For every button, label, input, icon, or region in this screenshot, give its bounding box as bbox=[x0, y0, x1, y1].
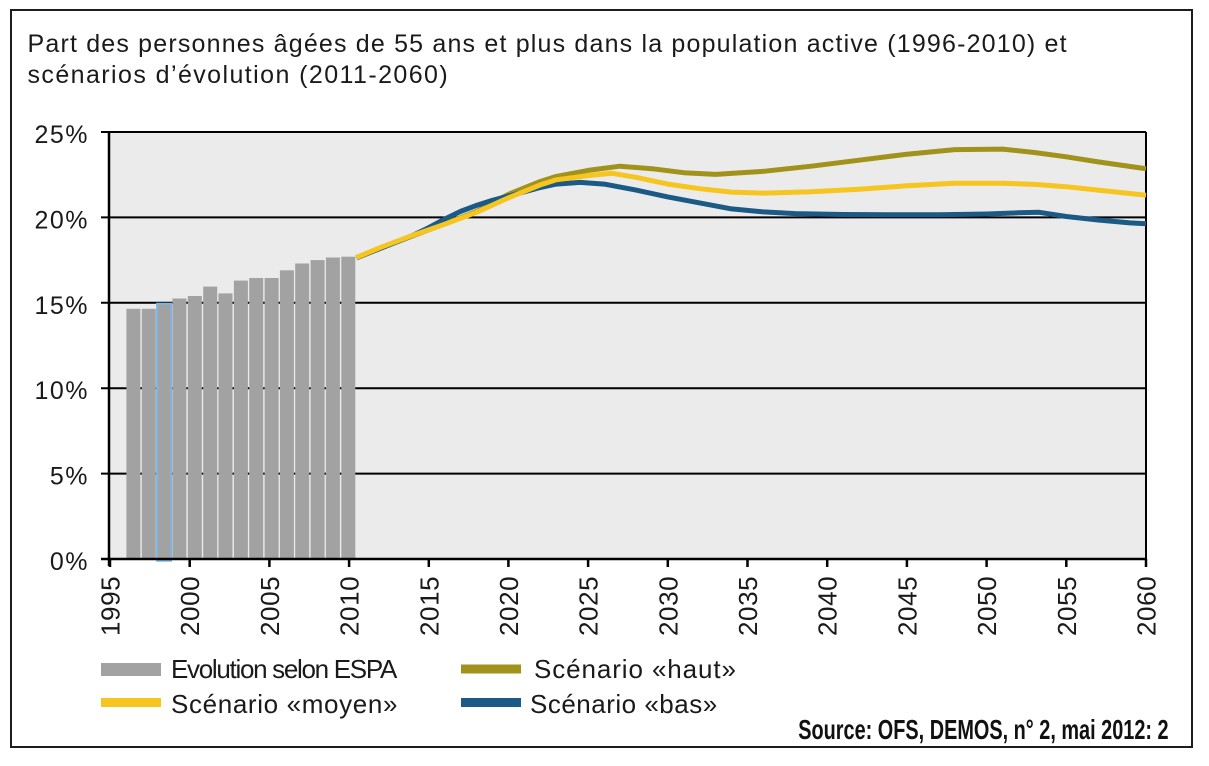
svg-text:20%: 20% bbox=[34, 206, 89, 234]
svg-text:2040: 2040 bbox=[813, 576, 843, 636]
svg-text:25%: 25% bbox=[34, 121, 89, 149]
svg-text:2055: 2055 bbox=[1052, 576, 1082, 636]
svg-text:2025: 2025 bbox=[574, 576, 604, 636]
svg-text:10%: 10% bbox=[34, 377, 89, 405]
svg-text:2035: 2035 bbox=[733, 576, 763, 636]
svg-text:0%: 0% bbox=[50, 548, 89, 576]
svg-text:2030: 2030 bbox=[653, 576, 683, 636]
svg-text:2000: 2000 bbox=[175, 576, 205, 636]
svg-text:2005: 2005 bbox=[255, 576, 285, 636]
svg-text:2050: 2050 bbox=[972, 576, 1002, 636]
svg-text:2060: 2060 bbox=[1132, 576, 1162, 636]
svg-text:2045: 2045 bbox=[892, 576, 922, 636]
svg-text:2020: 2020 bbox=[494, 576, 524, 636]
svg-text:2015: 2015 bbox=[414, 576, 444, 636]
svg-text:15%: 15% bbox=[34, 292, 89, 320]
svg-text:5%: 5% bbox=[50, 463, 89, 491]
svg-text:1995: 1995 bbox=[96, 576, 126, 636]
svg-text:2010: 2010 bbox=[335, 576, 365, 636]
